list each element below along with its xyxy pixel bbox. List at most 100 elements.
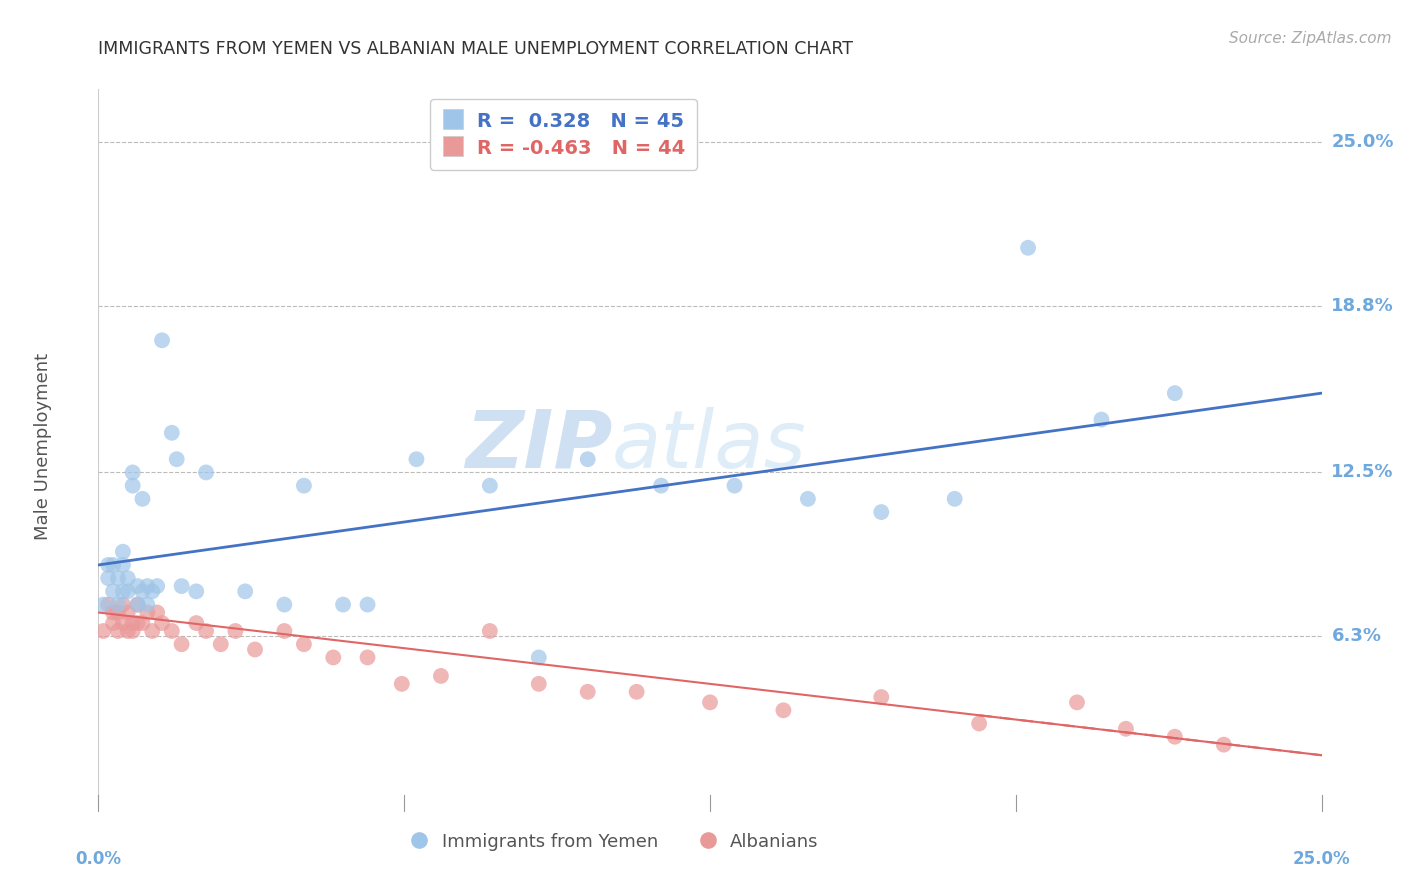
Point [101, 558, 124, 572]
Text: 12.5%: 12.5% [1331, 464, 1393, 482]
Point [186, 584, 208, 599]
Point [870, 505, 893, 519]
Point [322, 650, 344, 665]
Point [150, 333, 173, 347]
Point [699, 695, 721, 709]
Point [576, 685, 599, 699]
Text: atlas: atlas [612, 407, 807, 485]
Point [870, 690, 893, 704]
Point [356, 598, 378, 612]
Point [150, 616, 173, 631]
Point [107, 571, 129, 585]
Point [127, 598, 149, 612]
Point [117, 584, 139, 599]
Point [117, 606, 139, 620]
Point [131, 584, 153, 599]
Point [91, 598, 114, 612]
Point [527, 677, 550, 691]
Point [136, 579, 159, 593]
Point [797, 491, 820, 506]
Point [243, 642, 266, 657]
Point [107, 606, 129, 620]
Text: 25.0%: 25.0% [1294, 850, 1350, 869]
Point [170, 637, 193, 651]
Point [141, 624, 163, 638]
Point [127, 616, 149, 631]
Point [527, 650, 550, 665]
Point [136, 598, 159, 612]
Point [195, 466, 218, 480]
Point [111, 616, 134, 631]
Point [224, 624, 246, 638]
Point [967, 716, 990, 731]
Point [1164, 386, 1187, 401]
Point [478, 478, 501, 492]
Point [160, 624, 183, 638]
Point [107, 598, 129, 612]
Text: Male Unemployment: Male Unemployment [34, 352, 52, 540]
Point [121, 616, 143, 631]
Point [111, 545, 134, 559]
Point [170, 579, 193, 593]
Point [160, 425, 183, 440]
Point [146, 579, 169, 593]
Point [127, 579, 149, 593]
Text: 25.0%: 25.0% [1331, 133, 1393, 151]
Point [356, 650, 378, 665]
Text: 6.3%: 6.3% [1331, 627, 1382, 645]
Point [136, 606, 159, 620]
Point [405, 452, 427, 467]
Point [91, 624, 114, 638]
Point [1066, 695, 1088, 709]
Point [209, 637, 232, 651]
Point [391, 677, 413, 691]
Point [97, 598, 120, 612]
Point [186, 616, 208, 631]
Point [107, 624, 129, 638]
Point [1090, 412, 1112, 426]
Point [292, 637, 315, 651]
Point [101, 584, 124, 599]
Point [111, 598, 134, 612]
Point [131, 491, 153, 506]
Point [101, 616, 124, 631]
Point [146, 606, 169, 620]
Point [273, 598, 295, 612]
Text: 18.8%: 18.8% [1331, 297, 1395, 315]
Point [121, 478, 143, 492]
Point [127, 598, 149, 612]
Point [723, 478, 745, 492]
Point [117, 571, 139, 585]
Point [117, 624, 139, 638]
Point [141, 584, 163, 599]
Point [1212, 738, 1234, 752]
Point [943, 491, 966, 506]
Point [121, 466, 143, 480]
Point [1017, 241, 1039, 255]
Point [101, 606, 124, 620]
Point [273, 624, 295, 638]
Point [233, 584, 256, 599]
Point [195, 624, 218, 638]
Point [478, 624, 501, 638]
Point [97, 558, 120, 572]
Point [1115, 722, 1137, 736]
Point [131, 616, 153, 631]
Point [166, 452, 188, 467]
Point [97, 571, 120, 585]
Legend: Immigrants from Yemen, Albanians: Immigrants from Yemen, Albanians [398, 826, 825, 858]
Point [111, 584, 134, 599]
Point [576, 452, 599, 467]
Text: 0.0%: 0.0% [76, 850, 121, 869]
Point [332, 598, 354, 612]
Point [626, 685, 648, 699]
Point [772, 703, 794, 717]
Text: Source: ZipAtlas.com: Source: ZipAtlas.com [1229, 31, 1392, 46]
Point [1164, 730, 1187, 744]
Text: IMMIGRANTS FROM YEMEN VS ALBANIAN MALE UNEMPLOYMENT CORRELATION CHART: IMMIGRANTS FROM YEMEN VS ALBANIAN MALE U… [98, 40, 853, 58]
Point [650, 478, 672, 492]
Point [111, 558, 134, 572]
Text: ZIP: ZIP [465, 407, 612, 485]
Point [292, 478, 315, 492]
Point [121, 624, 143, 638]
